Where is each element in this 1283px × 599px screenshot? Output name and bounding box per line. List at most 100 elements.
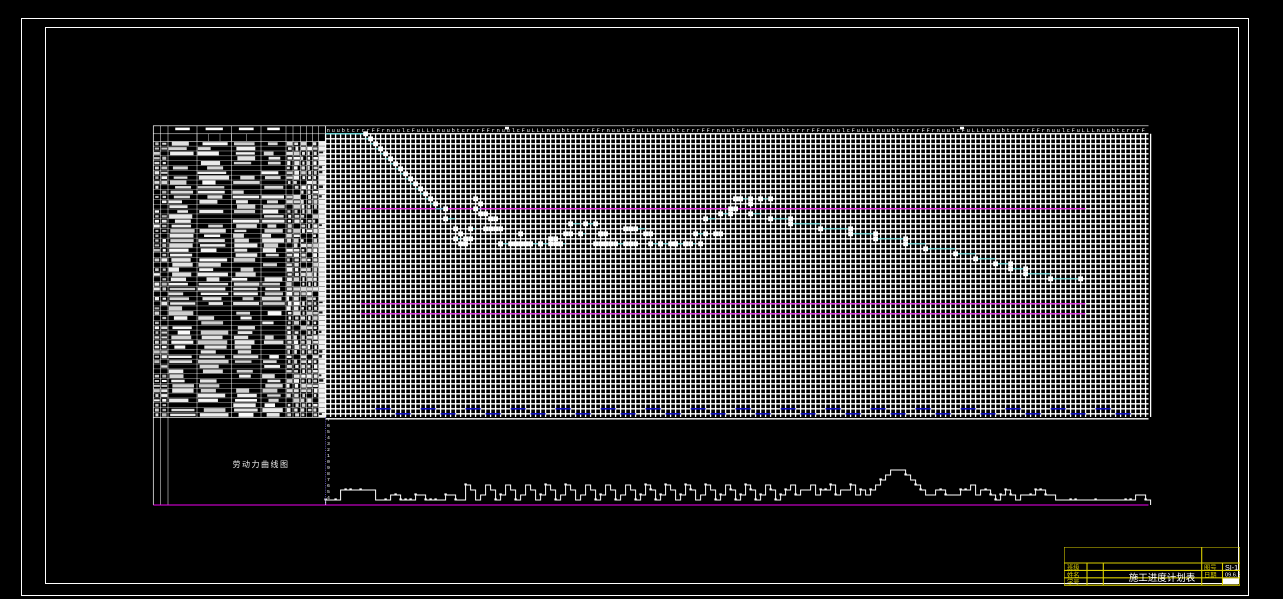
svg-text:L: L [972,128,975,134]
svg-text:r: r [582,128,585,134]
svg-text:n: n [717,128,720,134]
svg-text:L: L [982,128,985,134]
svg-text:u: u [612,128,615,134]
svg-text:u: u [722,128,725,134]
svg-text:n: n [937,128,940,134]
svg-text:n: n [1047,128,1050,134]
svg-text:c: c [957,128,960,134]
svg-text:学号: 学号 [1067,577,1080,586]
svg-text:l: l [842,128,845,134]
svg-text:5: 5 [327,489,330,495]
svg-text:L: L [652,128,655,134]
svg-text:L: L [1092,128,1095,134]
svg-text:r: r [492,128,495,134]
svg-text:L: L [872,128,875,134]
svg-text:r: r [1022,128,1025,134]
svg-text:c: c [1067,128,1070,134]
svg-text:u: u [882,128,885,134]
svg-text:F: F [1142,128,1145,134]
svg-text:L: L [642,128,645,134]
svg-text:n: n [657,128,660,134]
svg-text:L: L [422,128,425,134]
svg-text:L: L [1082,128,1085,134]
svg-text:c: c [847,128,850,134]
svg-text:u: u [447,128,450,134]
svg-text:r: r [912,128,915,134]
svg-text:r: r [807,128,810,134]
svg-text:L: L [432,128,435,134]
svg-text:8: 8 [327,471,330,477]
svg-text:l: l [732,128,735,134]
svg-text:4: 4 [327,495,330,501]
svg-text:r: r [917,128,920,134]
svg-text:r: r [1017,128,1020,134]
svg-text:c: c [627,128,630,134]
svg-text:u: u [1102,128,1105,134]
svg-text:姓名: 姓名 [1067,570,1080,579]
svg-text:l: l [1062,128,1065,134]
svg-text:c: c [737,128,740,134]
svg-text:b: b [782,128,785,134]
svg-text:c: c [407,128,410,134]
svg-text:u: u [527,128,530,134]
svg-text:L: L [862,128,865,134]
svg-text:F: F [1032,128,1035,134]
svg-text:r: r [692,128,695,134]
svg-text:u: u [857,128,860,134]
svg-text:u: u [777,128,780,134]
svg-text:n: n [547,128,550,134]
svg-text:09.6.25: 09.6.25 [1225,572,1240,578]
svg-text:c: c [1012,128,1015,134]
svg-text:u: u [772,128,775,134]
svg-text:r: r [822,128,825,134]
svg-text:2: 2 [327,447,330,453]
svg-text:u: u [1107,128,1110,134]
svg-text:F: F [927,128,930,134]
svg-text:r: r [587,128,590,134]
svg-text:l: l [622,128,625,134]
svg-text:b: b [672,128,675,134]
svg-text:6: 6 [327,483,330,489]
svg-text:b: b [1002,128,1005,134]
svg-text:n: n [387,128,390,134]
svg-text:u: u [332,128,335,134]
svg-text:c: c [792,128,795,134]
svg-text:l: l [952,128,955,134]
svg-text:r: r [602,128,605,134]
svg-text:F: F [487,128,490,134]
svg-text:u: u [1057,128,1060,134]
svg-text:F: F [522,128,525,134]
svg-text:u: u [837,128,840,134]
svg-text:L: L [427,128,430,134]
svg-text:L: L [977,128,980,134]
svg-text:F: F [922,128,925,134]
svg-text:L: L [647,128,650,134]
svg-text:n: n [767,128,770,134]
svg-text:r: r [687,128,690,134]
svg-text:b: b [452,128,455,134]
svg-text:b: b [342,128,345,134]
svg-text:n: n [827,128,830,134]
svg-text:L: L [532,128,535,134]
svg-text:u: u [392,128,395,134]
svg-text:L: L [537,128,540,134]
svg-text:r: r [357,128,360,134]
svg-text:F: F [1072,128,1075,134]
svg-text:4: 4 [327,435,330,441]
svg-text:r: r [907,128,910,134]
svg-text:r: r [1132,128,1135,134]
svg-text:6: 6 [327,423,330,429]
svg-text:r: r [477,128,480,134]
svg-text:u: u [992,128,995,134]
svg-text:L: L [757,128,760,134]
svg-text:c: c [682,128,685,134]
svg-text:r: r [797,128,800,134]
svg-text:r: r [1042,128,1045,134]
svg-text:r: r [932,128,935,134]
svg-text:l: l [512,128,515,134]
svg-text:r: r [467,128,470,134]
svg-text:u: u [727,128,730,134]
svg-text:n: n [987,128,990,134]
svg-text:r: r [382,128,385,134]
svg-text:t: t [787,128,790,134]
